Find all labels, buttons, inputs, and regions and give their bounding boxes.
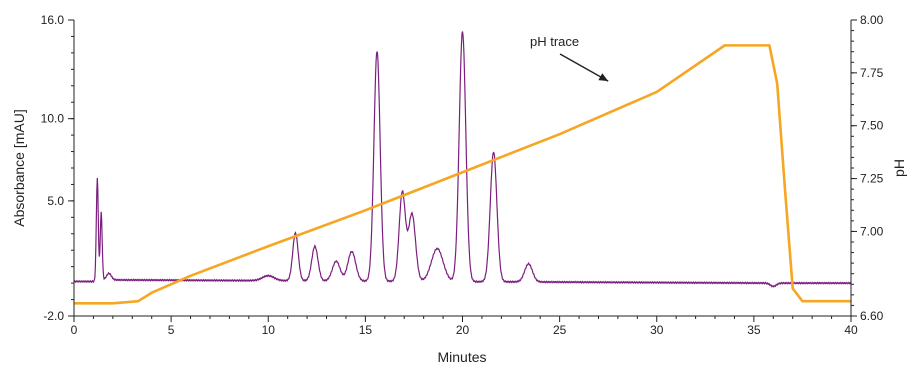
annotation-arrow: [559, 53, 609, 82]
x-tick-label: 30: [650, 323, 664, 337]
x-tick-label: 15: [359, 323, 373, 337]
x-tick-label: 5: [168, 323, 175, 337]
annotation-arrow-head: [598, 73, 609, 82]
x-axis-title: Minutes: [437, 349, 486, 365]
y-right-tick-label: 8.00: [860, 13, 884, 27]
annotation-arrow-line: [559, 53, 609, 82]
y-left-tick-label: 16.0: [41, 13, 65, 27]
y-right-tick-label: 7.50: [860, 119, 884, 133]
y-right-tick-label: 7.75: [860, 66, 884, 80]
y-right-tick-label: 7.00: [860, 224, 884, 238]
x-tick-label: 25: [553, 323, 567, 337]
plot-area: [73, 31, 852, 305]
y-left-tick-label: 5.0: [47, 194, 64, 208]
x-tick-label: 35: [747, 323, 761, 337]
y-left-tick-label: 10.0: [41, 112, 65, 126]
x-tick-label: 0: [71, 323, 78, 337]
x-tick-label: 20: [456, 323, 470, 337]
absorbance-series-line: [73, 31, 852, 288]
y-axis-right-title: pH: [891, 159, 907, 177]
y-right-tick-label: 6.60: [860, 309, 884, 323]
x-tick-label: 10: [262, 323, 276, 337]
y-right-tick-label: 7.25: [860, 172, 884, 186]
y-left-tick-label: -2.0: [43, 309, 64, 323]
x-tick-label: 40: [844, 323, 858, 337]
y-axis-left-title: Absorbance [mAU]: [11, 109, 27, 227]
axes: 0 5 10 15 20 25 30 35 40 -2.0 5.0 10.0 16.0 6.60 7.00 7…: [41, 13, 884, 337]
ph-series-line: [74, 44, 851, 305]
ph-trace-annotation: pH trace: [530, 34, 579, 49]
